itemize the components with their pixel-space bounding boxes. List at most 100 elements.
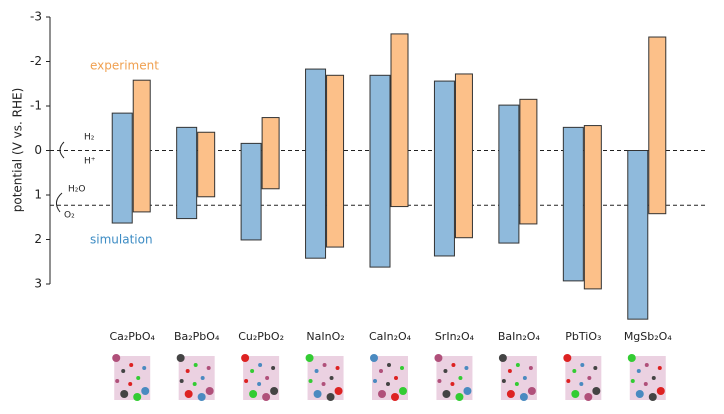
structure-icon <box>645 363 649 367</box>
structure-icon <box>636 390 644 398</box>
bar <box>370 75 390 267</box>
structure-icon <box>394 376 398 380</box>
structure-icon <box>400 366 404 370</box>
structure-icon <box>185 390 193 398</box>
structure-icon <box>450 382 454 386</box>
structure-icon <box>658 366 662 370</box>
structure-icon <box>373 379 377 383</box>
structure-icon <box>652 376 656 380</box>
structure-icon <box>571 390 579 398</box>
annotation: H₂ <box>84 133 95 143</box>
structure-icon <box>177 354 185 362</box>
structure-icon <box>437 379 441 383</box>
structure-icon <box>378 390 386 398</box>
chart: potential (V vs. RHE) H₂ H⁺ H₂O O₂ exper… <box>0 0 724 414</box>
bar <box>177 127 197 218</box>
structure-icon <box>129 363 133 367</box>
structure-icon <box>120 390 128 398</box>
bar <box>306 69 326 258</box>
structure-icon <box>258 363 262 367</box>
arrow <box>56 193 62 212</box>
bar <box>649 37 666 214</box>
structure-icon <box>142 366 146 370</box>
structure-icon <box>370 354 378 362</box>
structure-icon <box>587 376 591 380</box>
x-tick-label: SrIn₂O₄ <box>435 330 475 343</box>
structure-icon <box>327 393 335 401</box>
structure-icon <box>306 354 314 362</box>
x-tick-label: BaIn₂O₄ <box>498 330 541 343</box>
structure-icon <box>515 382 519 386</box>
structure-icon <box>443 369 447 373</box>
structure-icon <box>257 382 261 386</box>
structure-icon <box>323 363 327 367</box>
y-tick-label: 1 <box>34 188 42 202</box>
bar <box>391 34 408 207</box>
structure-icon <box>386 382 390 386</box>
structure-icon <box>528 387 536 395</box>
x-tick-label: Ca₂PbO₄ <box>109 330 155 343</box>
structure-icon <box>451 363 455 367</box>
structure-icon <box>523 376 527 380</box>
structure-icon <box>584 393 592 401</box>
structure-icon <box>136 376 140 380</box>
structure-icon <box>649 393 657 401</box>
y-tick-label: -2 <box>30 54 42 68</box>
structure-icon <box>529 366 533 370</box>
bar <box>262 118 279 189</box>
structure-icon <box>186 369 190 373</box>
x-tick-label: CaIn₂O₄ <box>369 330 412 343</box>
structure-icon <box>391 393 399 401</box>
structure-icon <box>250 369 254 373</box>
structure-icon <box>265 376 269 380</box>
structure-icon <box>241 354 249 362</box>
structure-icon <box>198 393 206 401</box>
annotation: O₂ <box>64 211 75 221</box>
x-tick-label: Cu₂PbO₂ <box>238 330 284 343</box>
structure-icon <box>315 369 319 373</box>
structure-icon <box>508 369 512 373</box>
structure-icon <box>520 393 528 401</box>
structure-icon <box>207 366 211 370</box>
bar <box>584 126 601 289</box>
structure-icon <box>322 382 326 386</box>
structure-icon <box>563 354 571 362</box>
y-tick-label: 3 <box>34 277 42 291</box>
structure-icon <box>516 363 520 367</box>
structure-icon <box>112 354 120 362</box>
structure-icon <box>271 366 275 370</box>
structure-icon <box>193 382 197 386</box>
structure-icon <box>463 387 471 395</box>
bar <box>133 80 150 212</box>
structure-icon <box>644 382 648 386</box>
annotation: H⁺ <box>84 157 96 167</box>
structure-icon <box>335 387 343 395</box>
structure-icon <box>455 393 463 401</box>
y-axis-label: potential (V vs. RHE) <box>11 88 25 213</box>
bar <box>327 75 344 247</box>
x-tick-label: NaInO₂ <box>306 330 344 343</box>
structure-icon <box>502 379 506 383</box>
structure-icon <box>133 393 141 401</box>
x-tick-label: Ba₂PbO₄ <box>174 330 220 343</box>
y-tick-label: 0 <box>34 143 42 157</box>
structure-icon <box>458 376 462 380</box>
bar <box>628 151 648 320</box>
structure-icon <box>637 369 641 373</box>
structure-icon <box>194 363 198 367</box>
structure-icon <box>141 387 149 395</box>
structure-icon <box>387 363 391 367</box>
structure-icon <box>442 390 450 398</box>
bar <box>499 105 519 243</box>
structure-icon <box>128 382 132 386</box>
structure-icon <box>593 366 597 370</box>
structure-icon <box>507 390 515 398</box>
structure-icon <box>336 366 340 370</box>
structure-icon <box>499 354 507 362</box>
structure-icon <box>115 379 119 383</box>
bar <box>434 81 454 256</box>
bar <box>563 127 583 281</box>
structure-icon <box>399 387 407 395</box>
structure-icon <box>580 363 584 367</box>
bar <box>112 113 132 223</box>
